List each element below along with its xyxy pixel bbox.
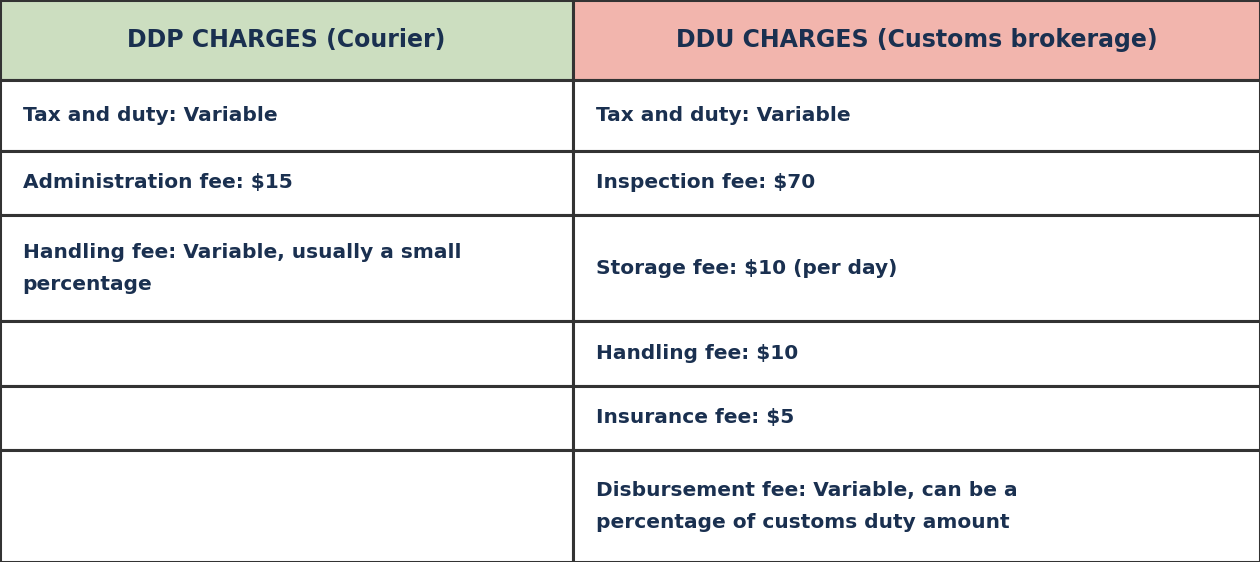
Text: Handling fee: $10: Handling fee: $10 (596, 344, 799, 362)
Text: Handling fee: Variable, usually a small: Handling fee: Variable, usually a small (23, 243, 461, 261)
Text: percentage: percentage (23, 275, 152, 293)
Text: percentage of customs duty amount: percentage of customs duty amount (596, 513, 1009, 532)
Bar (573, 80, 1260, 151)
Bar (0, 321, 573, 386)
Text: Tax and duty: Variable: Tax and duty: Variable (596, 106, 851, 125)
Bar (0, 0, 573, 80)
Bar (0, 151, 573, 215)
Text: Insurance fee: $5: Insurance fee: $5 (596, 409, 794, 427)
Text: DDU CHARGES (Customs brokerage): DDU CHARGES (Customs brokerage) (675, 28, 1158, 52)
Bar (573, 0, 1260, 80)
Bar (0, 386, 573, 450)
Text: Inspection fee: $70: Inspection fee: $70 (596, 174, 815, 192)
Text: Tax and duty: Variable: Tax and duty: Variable (23, 106, 277, 125)
Bar (573, 386, 1260, 450)
Text: Disbursement fee: Variable, can be a: Disbursement fee: Variable, can be a (596, 481, 1018, 500)
Bar (573, 321, 1260, 386)
Bar (573, 151, 1260, 215)
Bar (573, 215, 1260, 321)
Text: Storage fee: $10 (per day): Storage fee: $10 (per day) (596, 259, 897, 278)
Bar (573, 450, 1260, 562)
Bar (0, 215, 573, 321)
Text: Administration fee: $15: Administration fee: $15 (23, 174, 292, 192)
Bar (0, 450, 573, 562)
Bar (0, 80, 573, 151)
Text: DDP CHARGES (Courier): DDP CHARGES (Courier) (127, 28, 446, 52)
